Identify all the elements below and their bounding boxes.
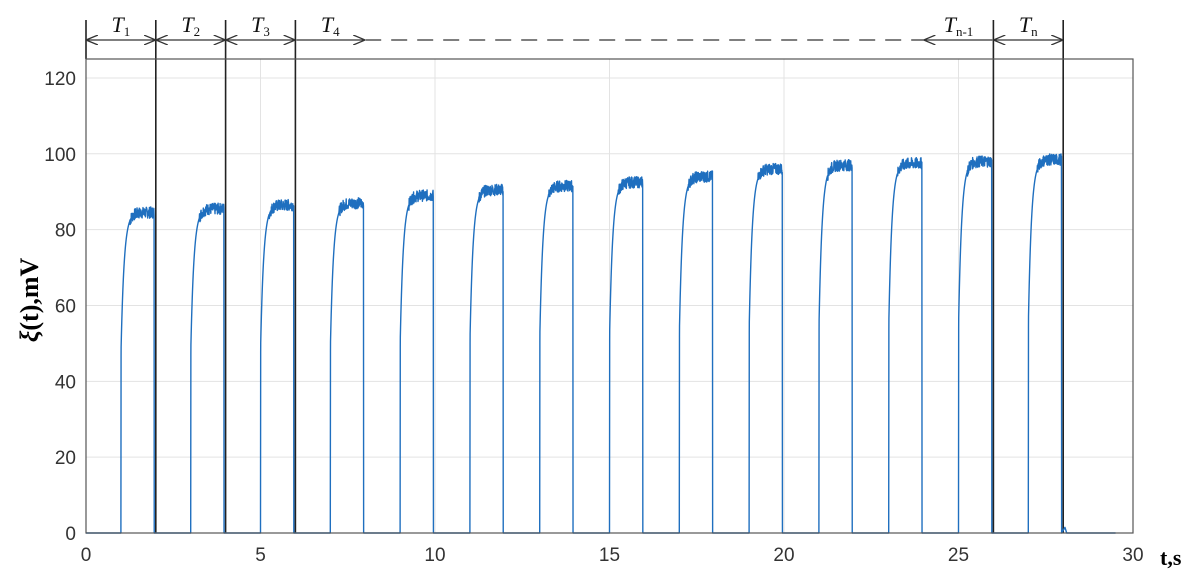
period-label-sub: n-1 (956, 24, 973, 39)
x-tick-label: 5 (255, 545, 266, 566)
y-tick-label: 0 (65, 524, 76, 545)
x-axis-label: t,s (1160, 545, 1182, 570)
period-label: T3 (251, 12, 270, 39)
period-label: Tn-1 (944, 12, 974, 39)
y-tick-labels: 0 20 40 60 80 100 120 (44, 69, 76, 545)
y-axis-label: ξ(t),mV (15, 257, 44, 342)
y-tick-label: 20 (55, 448, 76, 469)
period-label-main: T (944, 12, 958, 37)
signal-line (86, 153, 1116, 534)
period-label-sub: 1 (124, 24, 130, 39)
y-tick-label: 120 (44, 69, 76, 90)
series-group (86, 153, 1116, 534)
period-label-main: T (112, 12, 126, 37)
x-tick-label: 15 (599, 545, 620, 566)
y-tick-label: 60 (55, 296, 76, 317)
period-boundary-lines (85, 20, 1064, 533)
y-tick-label: 80 (55, 221, 76, 242)
x-tick-label: 10 (424, 545, 445, 566)
y-axis-label-symbol: ξ (15, 330, 44, 342)
period-annotations: T1 T2 T3 T4 Tn-1 Tn (87, 12, 1062, 40)
period-label-main: T (321, 12, 335, 37)
period-label: Tn (1019, 12, 1038, 39)
period-label-main: T (181, 12, 195, 37)
period-label-sub: n (1031, 24, 1038, 39)
x-tick-labels: 0 5 10 15 20 25 30 (81, 545, 1144, 566)
x-tick-label: 30 (1122, 545, 1143, 566)
period-label-sub: 2 (194, 24, 201, 39)
period-label-main: T (1019, 12, 1033, 37)
period-label-main: T (251, 12, 265, 37)
period-label: T2 (181, 12, 200, 39)
period-label: T4 (321, 12, 340, 39)
x-tick-label: 25 (948, 545, 969, 566)
period-label: T1 (112, 12, 131, 39)
x-tick-label: 20 (773, 545, 794, 566)
y-tick-label: 100 (44, 145, 76, 166)
period-label-sub: 4 (333, 24, 340, 39)
x-tick-label: 0 (81, 545, 92, 566)
period-label-sub: 3 (263, 24, 270, 39)
y-axis-label-text: (t),mV (15, 257, 44, 330)
y-tick-label: 40 (55, 372, 76, 393)
axes-frame (85, 58, 1134, 534)
